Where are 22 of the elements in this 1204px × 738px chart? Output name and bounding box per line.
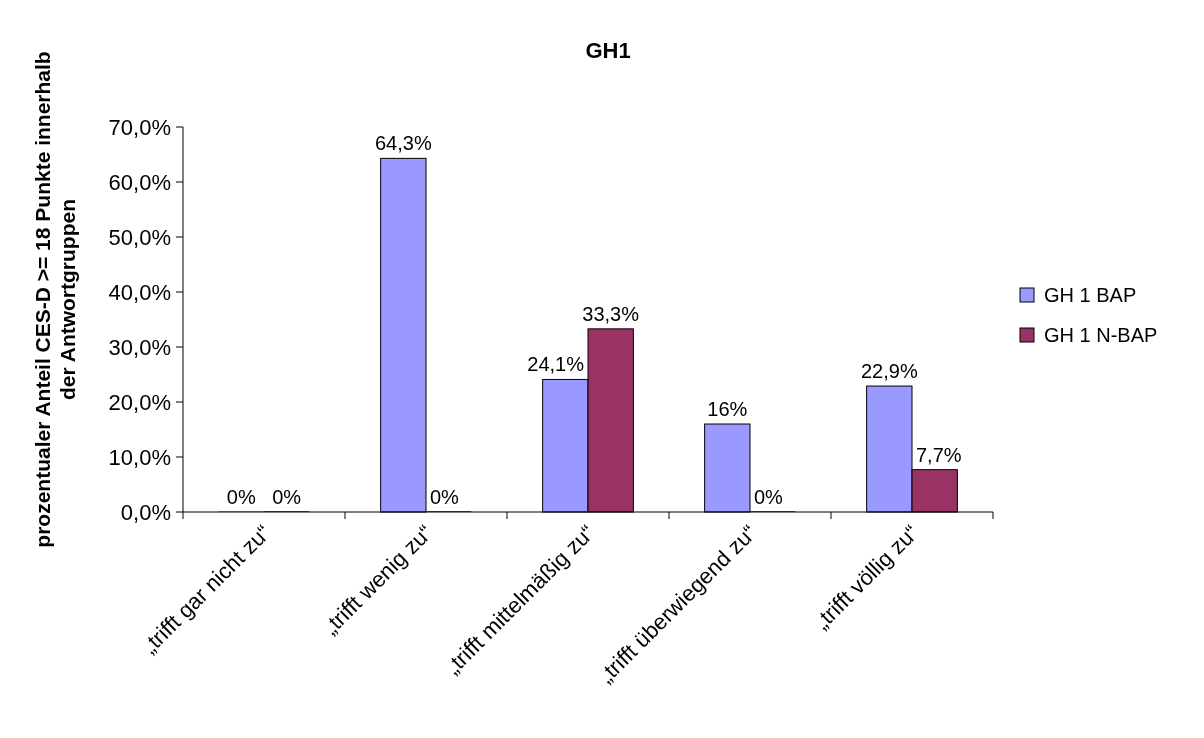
y-tick-label: 40,0%	[108, 279, 171, 305]
data-label: 24,1%	[527, 353, 585, 376]
legend-label: GH 1 N-BAP	[1044, 324, 1158, 346]
y-tick-label: 30,0%	[108, 334, 171, 360]
data-label: 0%	[430, 486, 460, 508]
data-label: 16%	[707, 398, 748, 420]
data-label: 0%	[754, 486, 784, 508]
data-label: 33,3%	[582, 302, 640, 325]
data-label: 22,9%	[860, 360, 918, 383]
y-tick-label: 10,0%	[108, 444, 171, 470]
y-tick-label: 50,0%	[108, 224, 171, 250]
data-label: 64,3%	[374, 132, 432, 155]
y-tick-label: 0,0%	[120, 499, 171, 525]
chart-title: GH1	[585, 38, 631, 63]
data-label: 7,7%	[916, 443, 962, 466]
y-tick-label: 20,0%	[108, 389, 171, 415]
y-tick-label: 70,0%	[108, 114, 171, 140]
data-label: 0%	[226, 486, 256, 508]
y-axis-title: prozentualer Anteil CES-D >= 18 Punkte innerhalb der Antwortgruppen	[31, 51, 79, 548]
y-tick-label: 60,0%	[108, 169, 171, 195]
data-label: 0%	[272, 486, 302, 508]
legend-label: GH 1 BAP	[1044, 284, 1137, 306]
